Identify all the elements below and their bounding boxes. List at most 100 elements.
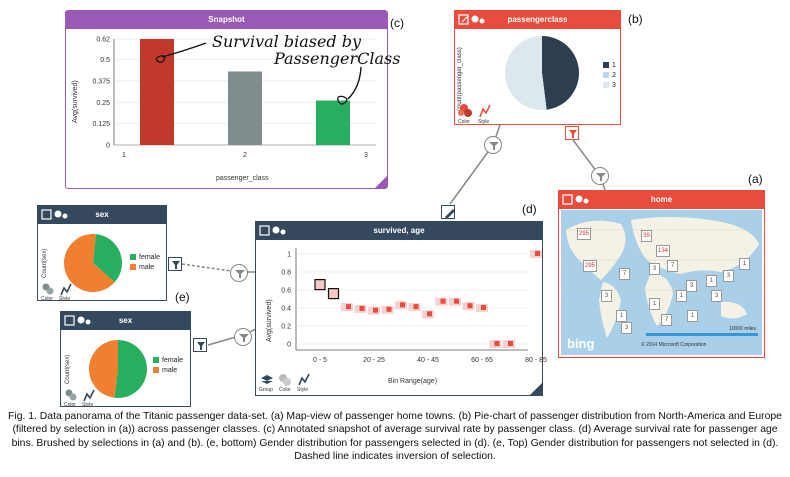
- survived-age-x-tick: 80 - 85: [525, 357, 547, 364]
- survived-age-chart: 0 0.2 0.4 0.6 0.8 1 0 - 5 20 - 25 40 - 45 60 - 65…: [281, 248, 547, 364]
- sex-bottom-legend-label: female: [162, 357, 184, 364]
- sex-top-slice-female[interactable]: [93, 234, 123, 283]
- map-marker[interactable]: 3: [723, 270, 734, 282]
- filter-node-a-b[interactable]: [591, 167, 609, 185]
- style-icon[interactable]: [83, 389, 95, 402]
- map-marker[interactable]: 134: [656, 245, 671, 257]
- snapshot-x-tick: 2: [243, 152, 247, 159]
- map-marker[interactable]: 1: [676, 290, 687, 302]
- gear-icon[interactable]: [471, 15, 479, 23]
- map-marker[interactable]: 1: [649, 298, 660, 310]
- pencil-icon: [461, 15, 469, 23]
- snapshot-bar-1[interactable]: [140, 39, 174, 145]
- passengerclass-legend-swatch: [603, 62, 609, 69]
- map-scale-bar: [646, 333, 758, 336]
- survived-age-resize-corner[interactable]: [530, 383, 542, 395]
- world-map[interactable]: 295 134 39 295 3 7 7 1 1 3 3 1 3 3 1 7 1 1 3 10000 miles b…: [561, 210, 762, 355]
- map-marker[interactable]: 7: [661, 314, 672, 326]
- edit-icon[interactable]: [259, 225, 270, 236]
- map-copyright: © 2014 Microsoft Corporation: [641, 342, 707, 348]
- snapshot-bar-2[interactable]: [228, 71, 262, 145]
- filter-node-b-d[interactable]: [484, 136, 502, 154]
- sex-top-legend-swatch: [130, 264, 136, 271]
- snapshot-resize-corner[interactable]: [375, 176, 387, 188]
- map-marker[interactable]: 7: [667, 260, 678, 272]
- map-marker[interactable]: 7: [619, 268, 630, 280]
- style-icon[interactable]: [479, 104, 491, 118]
- sex-top-legend-male: male: [130, 263, 160, 273]
- map-marker[interactable]: 1: [739, 258, 750, 270]
- snapshot-x-tick: 1: [122, 152, 126, 159]
- sex-top-y-axis-label: Count(sex): [42, 248, 48, 278]
- map-marker[interactable]: 3: [711, 290, 722, 302]
- snapshot-y-tick: 0.25: [96, 100, 110, 107]
- home-map-panel: home 295 134 39 295 3 7 7 1 1 3 3 1 3 3 1 7 1 1 3 10000 mi…: [558, 190, 765, 358]
- survived-age-point[interactable]: [314, 278, 326, 291]
- survived-age-title: survived, age: [256, 222, 542, 240]
- map-marker[interactable]: 3: [621, 322, 632, 334]
- map-marker[interactable]: 3: [686, 280, 697, 292]
- style-icon[interactable]: [298, 373, 310, 386]
- edit-icon[interactable]: [41, 209, 52, 220]
- passengerclass-filter-button[interactable]: [565, 126, 579, 140]
- snapshot-x-tick: 3: [364, 152, 368, 159]
- map-marker[interactable]: 1: [706, 275, 717, 287]
- color-button-label: Color: [279, 387, 291, 393]
- survived-age-x-tick: 20 - 25: [363, 357, 385, 364]
- annotation-arrows: [155, 42, 362, 105]
- sex-bottom-pie-chart: [89, 340, 148, 398]
- sex-bottom-slice-male[interactable]: [89, 340, 118, 398]
- map-marker[interactable]: 1: [687, 310, 698, 322]
- group-icon[interactable]: [261, 375, 273, 384]
- map-marker[interactable]: 3: [601, 290, 612, 302]
- snapshot-bar-3[interactable]: [316, 100, 350, 145]
- sex-bottom-legend-female: female: [153, 356, 183, 366]
- map-marker[interactable]: 295: [583, 260, 598, 272]
- edit-icon[interactable]: [562, 194, 573, 205]
- bing-logo: bing: [567, 336, 595, 351]
- map-marker[interactable]: 39: [641, 230, 652, 242]
- filter-node-d-sex-bottom[interactable]: [234, 328, 252, 346]
- passengerclass-legend-swatch: [603, 82, 609, 89]
- passengerclass-slice-3[interactable]: [505, 36, 547, 110]
- snapshot-annotation: Survival biased by PassengerClass: [212, 33, 400, 67]
- survived-age-x-tick: 60 - 65: [471, 357, 493, 364]
- map-scale-label: 10000 miles: [729, 326, 756, 332]
- survived-age-point[interactable]: [327, 287, 340, 300]
- passengerclass-title: passengerclass: [455, 11, 620, 29]
- map-marker[interactable]: 3: [649, 263, 660, 275]
- gear-icon[interactable]: [575, 195, 583, 203]
- sex-bottom-title: sex: [61, 312, 190, 330]
- snapshot-panel: Snapshot 0 0.125 0.25 0.375 0.5 0.62 1 2 3 Avg(s…: [65, 10, 400, 189]
- sex-top-filter-button[interactable]: [168, 257, 182, 271]
- filter-node-d-sex-top[interactable]: [230, 264, 248, 282]
- map-marker[interactable]: 295: [577, 228, 592, 240]
- sex-bottom-y-axis-label: Count(sex): [65, 354, 71, 384]
- snapshot-y-tick: 0: [106, 143, 110, 150]
- survived-age-y-tick: 1: [287, 252, 291, 259]
- sex-top-slice-male[interactable]: [64, 234, 115, 292]
- sex-bottom-filter-button[interactable]: [193, 338, 207, 352]
- style-icon[interactable]: [60, 283, 72, 296]
- sex-bottom-slice-female[interactable]: [114, 340, 148, 398]
- gear-icon[interactable]: [77, 316, 85, 324]
- map-marker[interactable]: 1: [616, 310, 627, 322]
- edit-icon[interactable]: [458, 14, 469, 25]
- sex-bottom-legend-swatch: [153, 357, 159, 364]
- passengerclass-legend-1: 1: [603, 61, 616, 71]
- label-b: (b): [628, 12, 643, 26]
- passengerclass-legend-2: 2: [603, 71, 616, 81]
- gear-icon[interactable]: [54, 210, 62, 218]
- gear-icon[interactable]: [272, 226, 280, 234]
- brush-button[interactable]: [441, 205, 455, 219]
- edit-icon[interactable]: [64, 315, 75, 326]
- survived-age-point-brushed: [400, 302, 405, 308]
- style-button-label: Style: [297, 387, 309, 393]
- passengerclass-slice-1[interactable]: [542, 36, 580, 110]
- snapshot-y-tick: 0.125: [92, 121, 110, 128]
- survived-age-point-brushed: [467, 303, 473, 309]
- survived-age-point-brushed: [481, 305, 486, 310]
- snapshot-x-axis-label: passenger_class: [216, 175, 269, 182]
- passengerclass-legend-label: 3: [612, 82, 616, 89]
